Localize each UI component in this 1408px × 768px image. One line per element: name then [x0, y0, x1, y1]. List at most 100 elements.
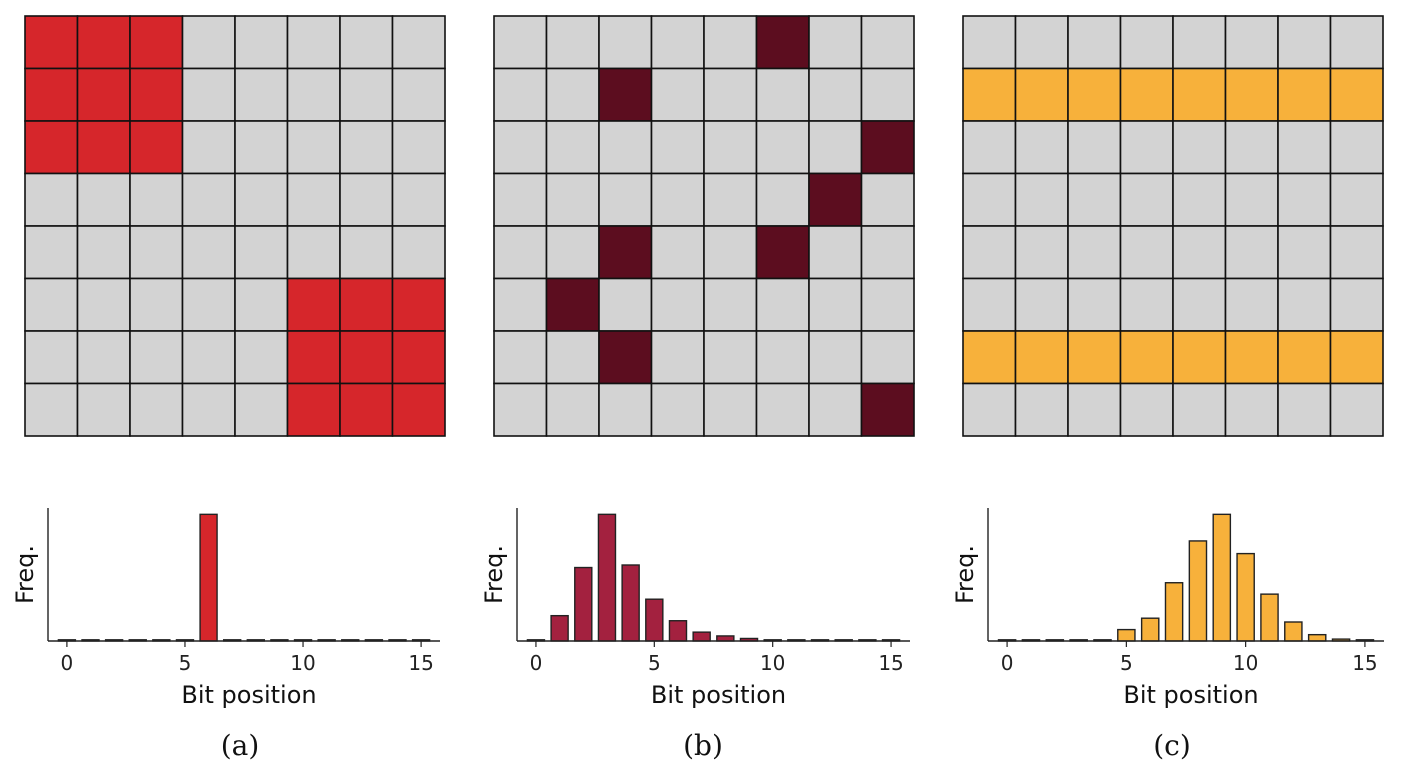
grid-cell-filled [1277, 330, 1332, 385]
grid-cell [234, 15, 289, 70]
grid-cell [1329, 225, 1384, 280]
grid-cell [1329, 15, 1384, 70]
grid-cell [286, 15, 341, 70]
grid-cell [493, 382, 548, 437]
grid-cell-filled [962, 330, 1017, 385]
grid-cell [1172, 277, 1227, 332]
grid-cell [234, 225, 289, 280]
grid-cell [650, 120, 705, 175]
grid-cell [1224, 225, 1279, 280]
grid-cell [286, 120, 341, 175]
histogram-bar [1117, 628, 1136, 642]
grid-cell-filled [1224, 67, 1279, 122]
histogram: 0 5 10 15 Bit position Freq. [480, 508, 910, 709]
grid-cell [1277, 382, 1332, 437]
panel-a: 0 5 10 15 Bit position Freq. (a) [11, 15, 446, 762]
grid-cell [1014, 225, 1069, 280]
grid-cell [650, 225, 705, 280]
grid-cell [962, 225, 1017, 280]
grid-cell [1172, 120, 1227, 175]
grid-cell-filled [129, 15, 184, 70]
grid-cell [339, 120, 394, 175]
grid-cell-filled [339, 277, 394, 332]
grid-cell [1119, 277, 1174, 332]
histogram-bar [1260, 593, 1279, 642]
x-tick-label: 10 [1233, 651, 1258, 675]
grid-cell [1224, 15, 1279, 70]
grid-cell [703, 330, 758, 385]
grid-cell [234, 277, 289, 332]
x-tick-label: 0 [530, 651, 543, 675]
histogram-bar [1307, 633, 1327, 642]
grid-cell [703, 172, 758, 227]
grid-cell [76, 172, 131, 227]
histogram-bar [668, 620, 688, 642]
histogram-bar [574, 566, 593, 642]
grid-cell-filled [1067, 67, 1122, 122]
grid-cell [860, 330, 915, 385]
grid-cell [234, 67, 289, 122]
grid-cell [545, 67, 600, 122]
grid-cell [1014, 277, 1069, 332]
grid-cell [962, 15, 1017, 70]
grid-cell [703, 15, 758, 70]
grid-cell [703, 120, 758, 175]
grid-cell [1067, 172, 1122, 227]
grid-cell [76, 277, 131, 332]
grid-cell [129, 382, 184, 437]
grid-cell [755, 67, 810, 122]
grid-cell [1067, 225, 1122, 280]
grid-cell [860, 277, 915, 332]
grid-cell [129, 277, 184, 332]
grid-cell [234, 120, 289, 175]
grid-cell [181, 172, 236, 227]
grid-cell [24, 172, 79, 227]
grid-cell-filled [76, 67, 131, 122]
grid-cell [1224, 172, 1279, 227]
grid-cell [1277, 15, 1332, 70]
x-tick-label: 5 [1120, 651, 1133, 675]
grid-cell [391, 225, 446, 280]
histogram-bar [1212, 513, 1232, 642]
grid-cell-filled [129, 120, 184, 175]
grid-cell [181, 277, 236, 332]
grid-cell [650, 15, 705, 70]
grid-cell-filled [860, 382, 915, 437]
x-tick-label: 15 [878, 651, 903, 675]
grid-cell [598, 120, 653, 175]
grid-cell [24, 277, 79, 332]
grid-cell [181, 382, 236, 437]
grid-cell [808, 120, 863, 175]
grid-cell [76, 225, 131, 280]
grid-cell-filled [1067, 330, 1122, 385]
grid-cell [1277, 225, 1332, 280]
histogram-bar [692, 631, 711, 642]
grid-cell [181, 120, 236, 175]
grid-cell-filled [286, 382, 341, 437]
grid-cell [1067, 382, 1122, 437]
grid-cell-filled [755, 15, 810, 70]
bit-grid [24, 15, 446, 437]
histogram-bar [550, 614, 569, 642]
x-tick-label: 15 [408, 651, 433, 675]
grid-cell [755, 330, 810, 385]
grid-cell [234, 172, 289, 227]
grid-cell [1014, 15, 1069, 70]
grid-cell-filled [1014, 330, 1069, 385]
grid-cell-filled [598, 67, 653, 122]
grid-cell [391, 15, 446, 70]
grid-cell [339, 172, 394, 227]
x-tick-label: 5 [179, 651, 192, 675]
histogram-bar [621, 564, 640, 642]
grid-cell [286, 172, 341, 227]
grid-cell-filled [1329, 67, 1384, 122]
panel-caption: (b) [683, 729, 723, 762]
grid-cell [808, 382, 863, 437]
grid-cell [650, 67, 705, 122]
histogram-bar [1140, 617, 1160, 642]
x-tick-label: 10 [290, 651, 315, 675]
grid-cell [181, 330, 236, 385]
grid-cell [962, 120, 1017, 175]
grid-cell [1067, 120, 1122, 175]
